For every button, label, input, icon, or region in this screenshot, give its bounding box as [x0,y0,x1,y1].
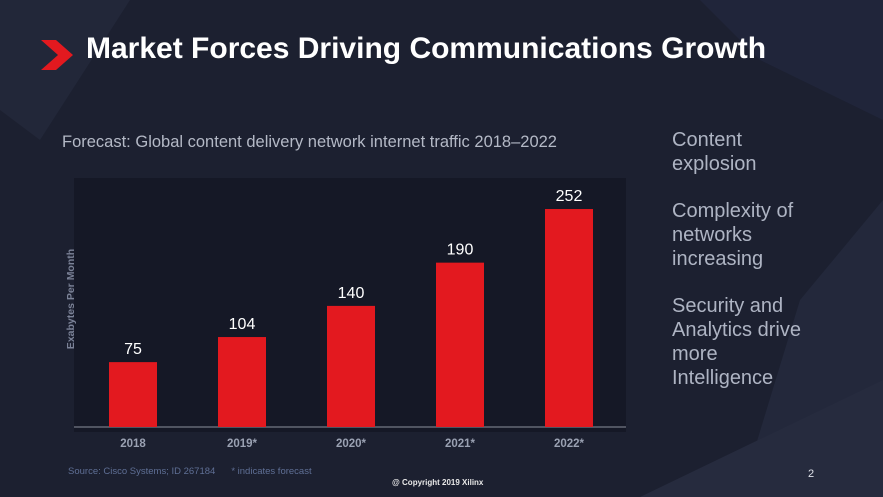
data-label: 140 [338,285,365,302]
data-label: 75 [124,341,142,358]
chart-title: Forecast: Global content delivery networ… [62,133,557,151]
chevron-logo-icon [41,40,73,70]
bar-2022 [545,209,593,427]
x-tick-label: 2021* [445,438,476,450]
bullet-item: Content explosion [672,129,757,175]
data-label: 252 [556,188,583,205]
bar-2021 [436,262,484,427]
slide-title: Market Forces Driving Communications Gro… [86,32,767,65]
x-tick-label: 2018 [120,438,146,450]
x-tick-label: 2020* [336,438,367,450]
bullet-item: Complexity of networks increasing [672,200,794,270]
data-label: 190 [447,242,474,259]
x-tick-label: 2022* [554,438,585,450]
source-note: Source: Cisco Systems; ID 267184 [68,466,216,477]
bullet-list: Content explosion Complexity of networks… [672,128,872,413]
page-number: 2 [808,468,815,480]
bullet-item: Security and Analytics drive more Intell… [672,295,801,389]
data-label: 104 [229,316,256,333]
bar-2020 [327,305,375,427]
bar-2019 [218,337,266,427]
x-tick-label: 2019* [227,438,258,450]
copyright: @ Copyright 2019 Xilinx [392,478,484,487]
footnote: Source: Cisco Systems; ID 267184 * indica… [68,466,312,477]
bar-2018 [109,362,157,427]
y-axis-label: Exabytes Per Month [65,249,77,349]
forecast-note: * indicates forecast [231,466,312,477]
